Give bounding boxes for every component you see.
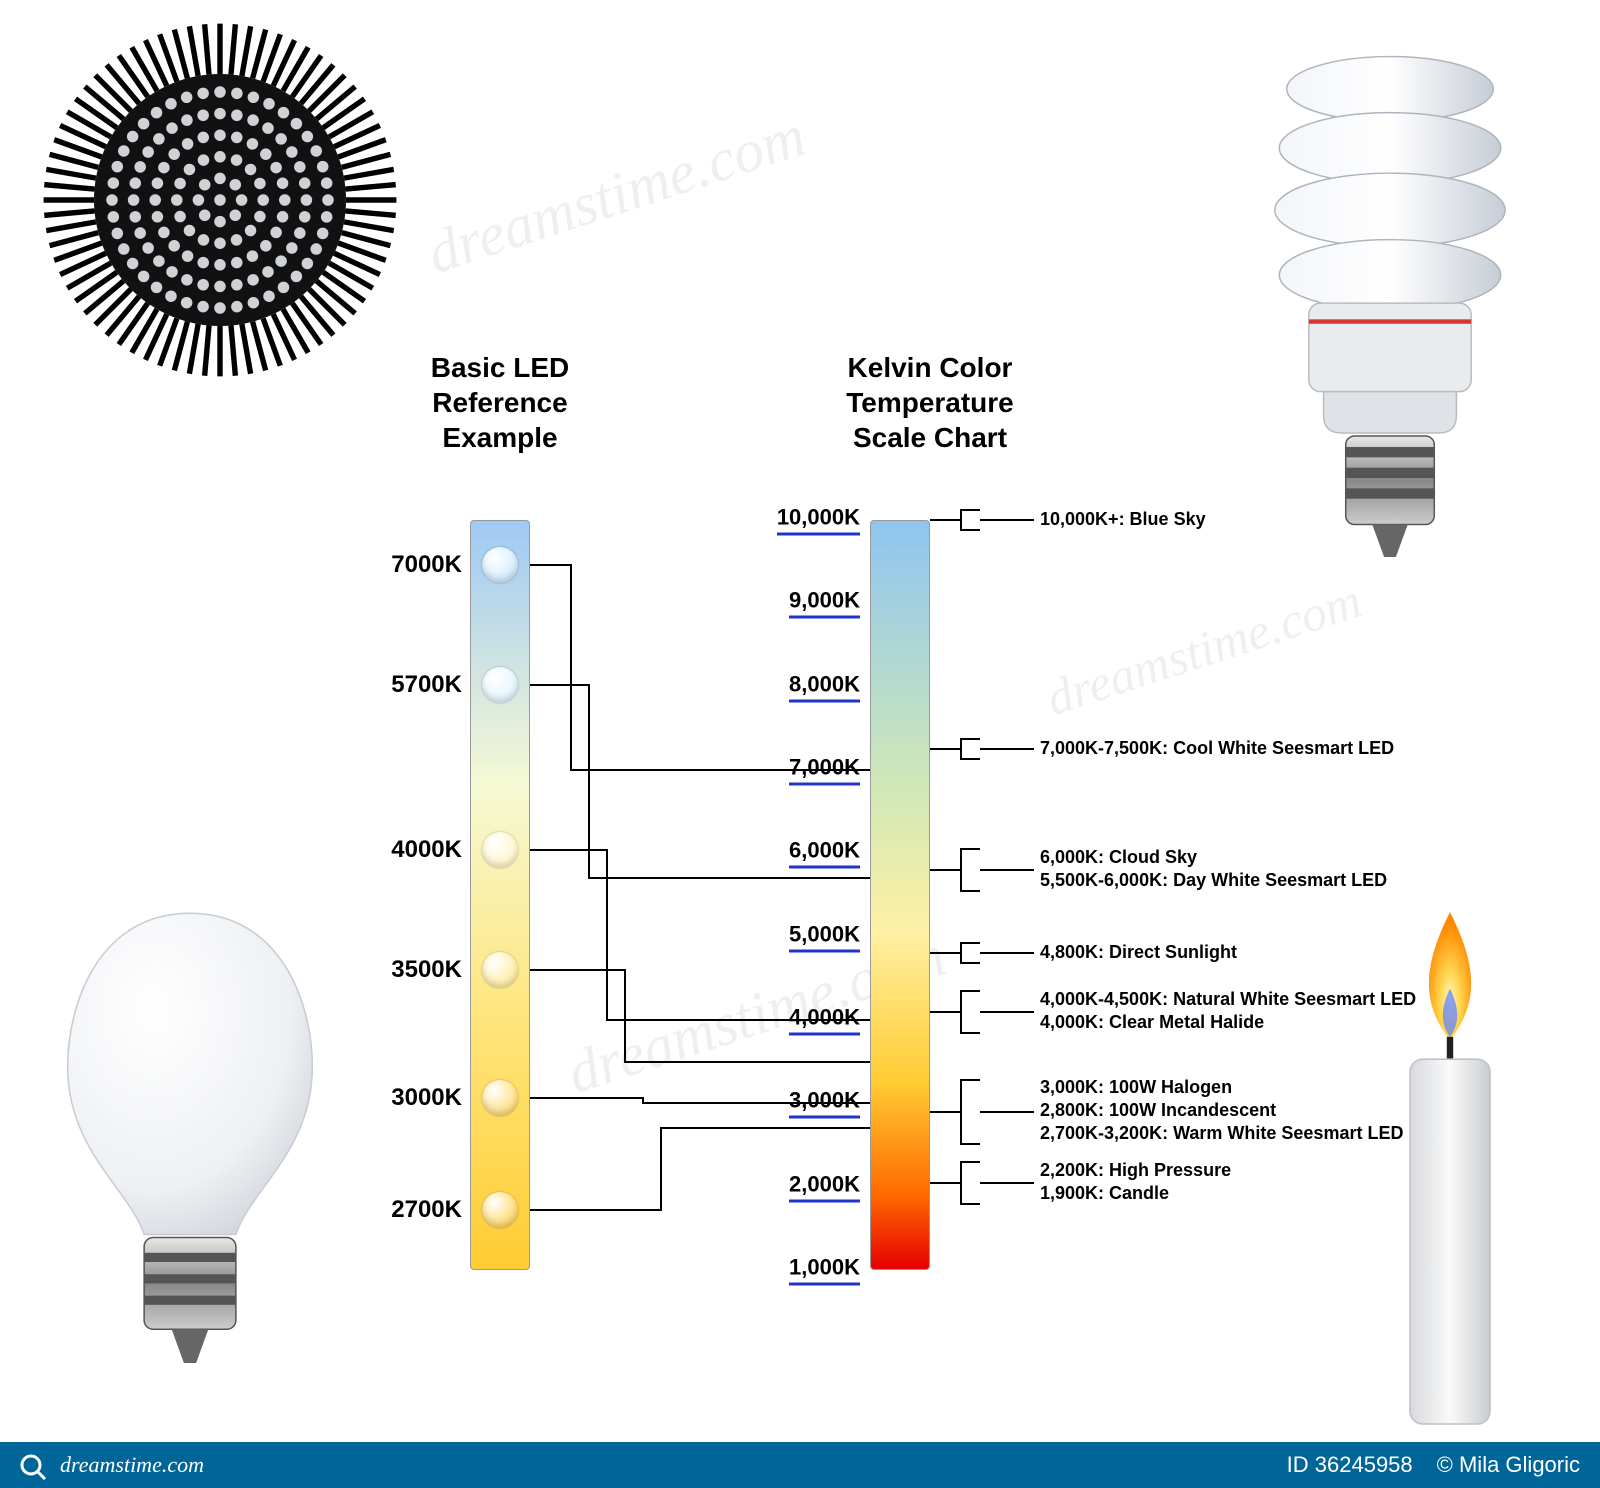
- attribution-footer: dreamstime.com ID 36245958 © Mila Gligor…: [0, 1442, 1600, 1488]
- led-temp-label: 3500K: [391, 956, 462, 984]
- kelvin-description-line: 4,000K-4,500K: Natural White Seesmart LE…: [1040, 988, 1416, 1011]
- led-temp-label: 4000K: [391, 836, 462, 864]
- led-dot-icon: [482, 667, 518, 703]
- kelvin-description: 3,000K: 100W Halogen2,800K: 100W Incande…: [1040, 1076, 1403, 1146]
- kelvin-description: 2,200K: High Pressure1,900K: Candle: [1040, 1159, 1231, 1206]
- led-temp-label: 7000K: [391, 551, 462, 579]
- footer-author: © Mila Gligoric: [1437, 1452, 1580, 1478]
- led-dot-icon: [482, 952, 518, 988]
- infographic-canvas: dreamstime.com dreamstime.com dreamstime…: [0, 0, 1600, 1488]
- kelvin-description: 4,800K: Direct Sunlight: [1040, 941, 1237, 964]
- kelvin-description-line: 4,800K: Direct Sunlight: [1040, 941, 1237, 964]
- kelvin-description-line: 5,500K-6,000K: Day White Seesmart LED: [1040, 869, 1387, 892]
- kelvin-description-line: 4,000K: Clear Metal Halide: [1040, 1011, 1416, 1034]
- candle-icon: [1370, 908, 1530, 1428]
- logo-icon: [20, 1450, 50, 1480]
- kelvin-tick-label: 1,000K: [789, 1255, 860, 1286]
- kelvin-description: 4,000K-4,500K: Natural White Seesmart LE…: [1040, 988, 1416, 1035]
- kelvin-description-line: 10,000K+: Blue Sky: [1040, 508, 1206, 531]
- incandescent-bulb-icon: [30, 898, 350, 1418]
- kelvin-description: 10,000K+: Blue Sky: [1040, 508, 1206, 531]
- kelvin-description: 7,000K-7,500K: Cool White Seesmart LED: [1040, 737, 1394, 760]
- led-gradient-bar: [470, 520, 530, 1270]
- kelvin-description-line: 7,000K-7,500K: Cool White Seesmart LED: [1040, 737, 1394, 760]
- kelvin-gradient-bar: [870, 520, 930, 1270]
- footer-id: ID 36245958: [1287, 1452, 1413, 1478]
- kelvin-tick-label: 5,000K: [789, 921, 860, 952]
- led-dot-icon: [482, 1192, 518, 1228]
- kelvin-description-line: 3,000K: 100W Halogen: [1040, 1076, 1403, 1099]
- led-reference-title: Basic LEDReferenceExample: [390, 350, 610, 455]
- led-dot-icon: [482, 547, 518, 583]
- kelvin-tick-label: 10,000K: [777, 505, 860, 536]
- kelvin-tick-label: 8,000K: [789, 671, 860, 702]
- led-dot-icon: [482, 832, 518, 868]
- kelvin-scale-title: Kelvin ColorTemperatureScale Chart: [800, 350, 1060, 455]
- kelvin-tick-label: 6,000K: [789, 838, 860, 869]
- kelvin-description: 6,000K: Cloud Sky5,500K-6,000K: Day Whit…: [1040, 846, 1387, 893]
- kelvin-tick-label: 9,000K: [789, 588, 860, 619]
- led-temp-label: 3000K: [391, 1084, 462, 1112]
- led-dot-icon: [482, 1080, 518, 1116]
- kelvin-description-line: 2,800K: 100W Incandescent: [1040, 1099, 1403, 1122]
- cfl-bulb-icon: [1240, 30, 1540, 650]
- kelvin-description-line: 2,200K: High Pressure: [1040, 1159, 1231, 1182]
- led-temp-label: 2700K: [391, 1196, 462, 1224]
- led-array-icon: [40, 20, 400, 380]
- led-temp-label: 5700K: [391, 671, 462, 699]
- kelvin-description-line: 1,900K: Candle: [1040, 1182, 1231, 1205]
- kelvin-tick-label: 2,000K: [789, 1171, 860, 1202]
- kelvin-description-line: 6,000K: Cloud Sky: [1040, 846, 1387, 869]
- watermark: dreamstime.com: [419, 101, 814, 288]
- footer-site: dreamstime.com: [60, 1452, 204, 1478]
- kelvin-description-line: 2,700K-3,200K: Warm White Seesmart LED: [1040, 1122, 1403, 1145]
